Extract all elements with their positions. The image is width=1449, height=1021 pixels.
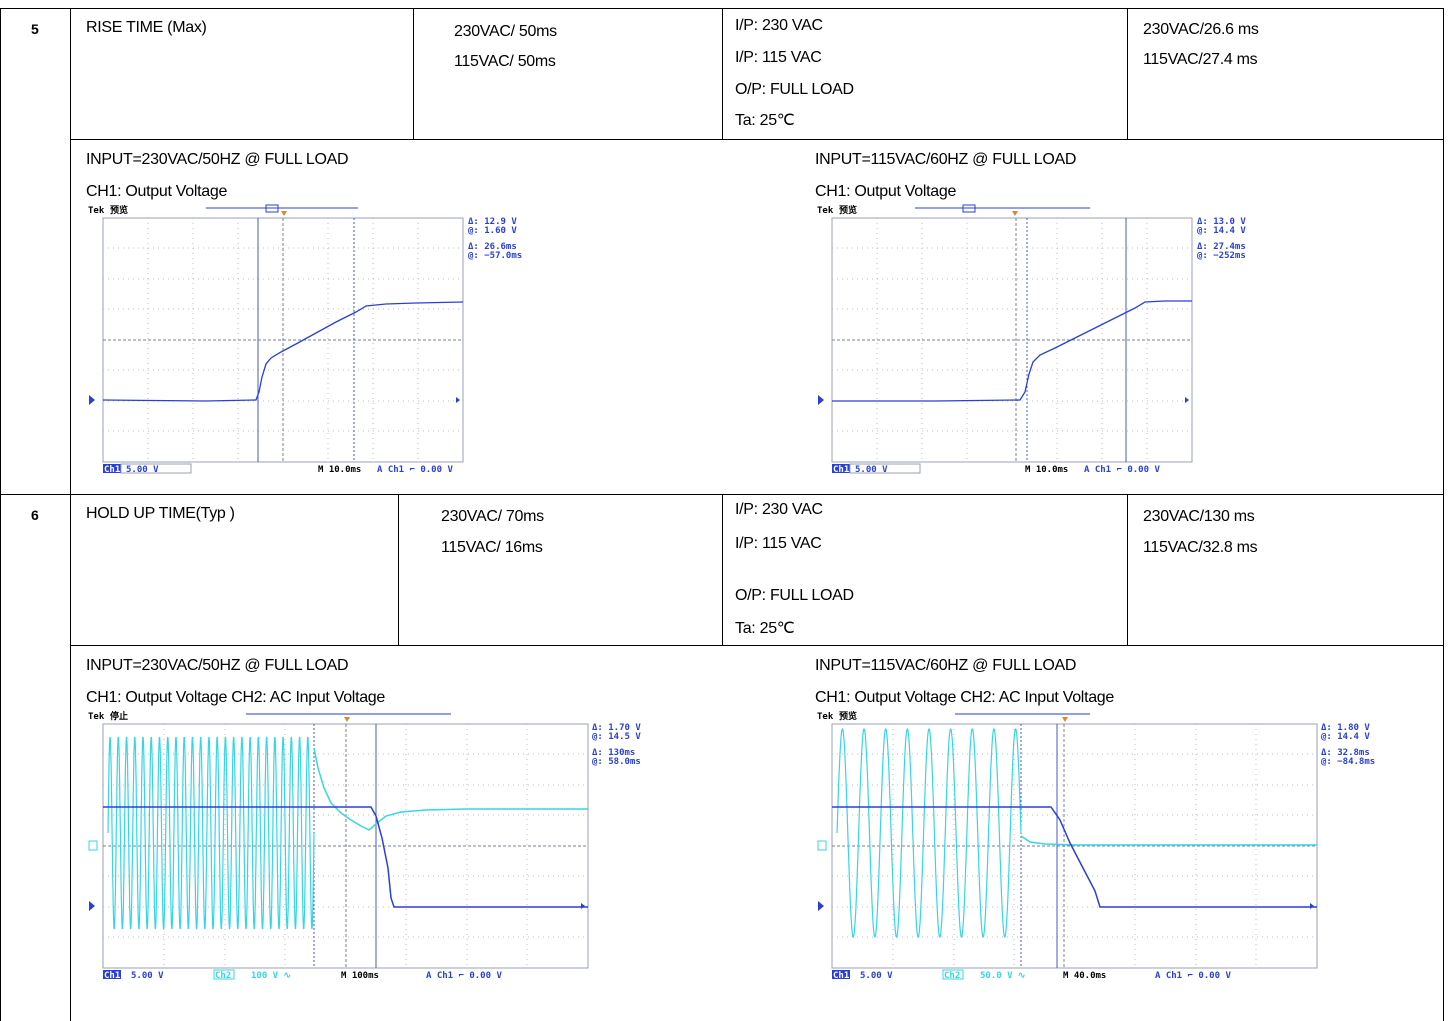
svg-text:@: 58.0ms: @: 58.0ms bbox=[592, 757, 641, 767]
waveform-title: INPUT=230VAC/50HZ @ FULL LOAD bbox=[86, 151, 349, 168]
row6-col-divider-2 bbox=[722, 494, 723, 646]
svg-text:A Ch1 ⌐ 0.00 V: A Ch1 ⌐ 0.00 V bbox=[426, 971, 502, 981]
table-border-left bbox=[0, 8, 1, 1021]
row-number: 6 bbox=[31, 507, 39, 523]
waveform-channels: CH1: Output Voltage bbox=[815, 183, 957, 200]
svg-text:5.00 V: 5.00 V bbox=[126, 465, 159, 475]
spec-line: 115VAC/ 16ms bbox=[441, 539, 543, 556]
svg-text:@: 14.4 V: @: 14.4 V bbox=[1197, 226, 1246, 236]
condition-line: I/P: 115 VAC bbox=[735, 49, 822, 66]
waveform-title: INPUT=115VAC/60HZ @ FULL LOAD bbox=[815, 151, 1077, 168]
svg-text:Δ: 13.0 V: Δ: 13.0 V bbox=[1197, 217, 1246, 227]
waveform-channels: CH1: Output Voltage CH2: AC Input Voltag… bbox=[815, 689, 1115, 706]
table-border-right bbox=[1443, 8, 1444, 1021]
condition-line: O/P: FULL LOAD bbox=[735, 587, 854, 604]
svg-text:Δ: 32.8ms: Δ: 32.8ms bbox=[1321, 748, 1370, 758]
row6-col-divider-1 bbox=[398, 494, 399, 646]
result-line: 230VAC/130 ms bbox=[1143, 508, 1255, 525]
svg-text:Ch1: Ch1 bbox=[104, 465, 120, 475]
svg-text:5.00 V: 5.00 V bbox=[855, 465, 888, 475]
result-line: 115VAC/27.4 ms bbox=[1143, 51, 1258, 68]
waveform-title: INPUT=230VAC/50HZ @ FULL LOAD bbox=[86, 657, 349, 674]
row5-col-divider-1 bbox=[413, 8, 414, 140]
svg-text:@: 14.4 V: @: 14.4 V bbox=[1321, 732, 1370, 742]
svg-text:预览: 预览 bbox=[839, 710, 857, 722]
svg-text:Ch2: Ch2 bbox=[215, 971, 231, 981]
svg-text:5.00 V: 5.00 V bbox=[860, 971, 893, 981]
svg-text:Ch1: Ch1 bbox=[833, 971, 849, 981]
spec-line: 230VAC/ 50ms bbox=[454, 23, 557, 40]
svg-text:@: −84.8ms: @: −84.8ms bbox=[1321, 757, 1375, 767]
spec-line: 115VAC/ 50ms bbox=[454, 53, 556, 70]
row5-col-divider-2 bbox=[722, 8, 723, 140]
svg-text:预览: 预览 bbox=[839, 204, 857, 216]
condition-line: I/P: 115 VAC bbox=[735, 535, 822, 552]
oscilloscope-capture: Tek 预览 Δ: 13.0 V @: 14.4 V Δ: 27.4ms @: … bbox=[815, 202, 1285, 478]
col-divider-no bbox=[70, 8, 71, 1021]
row6-col-divider-3 bbox=[1127, 494, 1128, 646]
oscilloscope-capture: Tek 预览 Δ: 1.80 V @: 14.4 V Δ: 32.8ms @: … bbox=[815, 708, 1435, 984]
condition-line: O/P: FULL LOAD bbox=[735, 81, 854, 98]
oscilloscope-capture: Tek 停止 Δ: 1.70 V @: 14.5 V Δ: 130ms @: 5… bbox=[86, 708, 706, 984]
result-line: 230VAC/26.6 ms bbox=[1143, 21, 1259, 38]
svg-text:Δ: 27.4ms: Δ: 27.4ms bbox=[1197, 242, 1246, 252]
oscilloscope-capture: Tek 预览 Δ: 12.9 V @: 1.60 V Δ: 26.6ms bbox=[86, 202, 556, 478]
item-name: HOLD UP TIME(Typ ) bbox=[86, 505, 235, 522]
svg-text:@: 14.5 V: @: 14.5 V bbox=[592, 732, 641, 742]
svg-text:50.0 V ∿: 50.0 V ∿ bbox=[980, 971, 1025, 981]
svg-text:A Ch1 ⌐ 0.00 V: A Ch1 ⌐ 0.00 V bbox=[1084, 465, 1160, 475]
svg-text:Ch1: Ch1 bbox=[104, 971, 120, 981]
result-line: 115VAC/32.8 ms bbox=[1143, 539, 1258, 556]
svg-text:Δ: 1.70 V: Δ: 1.70 V bbox=[592, 723, 641, 733]
svg-text:M 40.0ms: M 40.0ms bbox=[1063, 971, 1106, 981]
svg-text:5.00 V: 5.00 V bbox=[131, 971, 164, 981]
svg-text:Ch1: Ch1 bbox=[833, 465, 849, 475]
spec-line: 230VAC/ 70ms bbox=[441, 508, 544, 525]
condition-line: Ta: 25℃ bbox=[735, 620, 795, 637]
svg-text:Tek: Tek bbox=[88, 712, 105, 722]
row5-col-divider-3 bbox=[1127, 8, 1128, 140]
svg-text:@: −57.0ms: @: −57.0ms bbox=[468, 251, 522, 261]
svg-text:A Ch1 ⌐ 0.00 V: A Ch1 ⌐ 0.00 V bbox=[377, 465, 453, 475]
condition-line: I/P: 230 VAC bbox=[735, 17, 823, 34]
svg-text:M 10.0ms: M 10.0ms bbox=[1025, 465, 1068, 475]
svg-text:@: 1.60 V: @: 1.60 V bbox=[468, 226, 517, 236]
scope-brand: Tek bbox=[88, 206, 105, 216]
svg-text:Ch2: Ch2 bbox=[944, 971, 960, 981]
svg-text:M 100ms: M 100ms bbox=[341, 971, 379, 981]
item-name: RISE TIME (Max) bbox=[86, 19, 207, 36]
waveform-channels: CH1: Output Voltage bbox=[86, 183, 228, 200]
svg-text:Tek: Tek bbox=[817, 712, 834, 722]
svg-text:Δ: 1.80 V: Δ: 1.80 V bbox=[1321, 723, 1370, 733]
svg-text:Tek: Tek bbox=[817, 206, 834, 216]
row6-sub-divider bbox=[70, 645, 1444, 646]
waveform-channels: CH1: Output Voltage CH2: AC Input Voltag… bbox=[86, 689, 386, 706]
svg-text:Δ: 130ms: Δ: 130ms bbox=[592, 748, 635, 758]
condition-line: I/P: 230 VAC bbox=[735, 501, 823, 518]
svg-text:M 10.0ms: M 10.0ms bbox=[318, 465, 361, 475]
svg-text:100 V ∿: 100 V ∿ bbox=[251, 971, 291, 981]
svg-text:停止: 停止 bbox=[110, 710, 128, 722]
scope-status: 预览 bbox=[110, 204, 128, 216]
svg-text:A Ch1 ⌐ 0.00 V: A Ch1 ⌐ 0.00 V bbox=[1155, 971, 1231, 981]
waveform-title: INPUT=115VAC/60HZ @ FULL LOAD bbox=[815, 657, 1077, 674]
row5-sub-divider bbox=[70, 139, 1444, 140]
scope-grid bbox=[102, 217, 464, 463]
condition-line: Ta: 25℃ bbox=[735, 112, 795, 129]
svg-text:Δ: 12.9 V: Δ: 12.9 V bbox=[468, 217, 517, 227]
svg-text:@: −252ms: @: −252ms bbox=[1197, 251, 1246, 261]
svg-text:Δ: 26.6ms: Δ: 26.6ms bbox=[468, 242, 517, 252]
row-number: 5 bbox=[31, 21, 39, 37]
